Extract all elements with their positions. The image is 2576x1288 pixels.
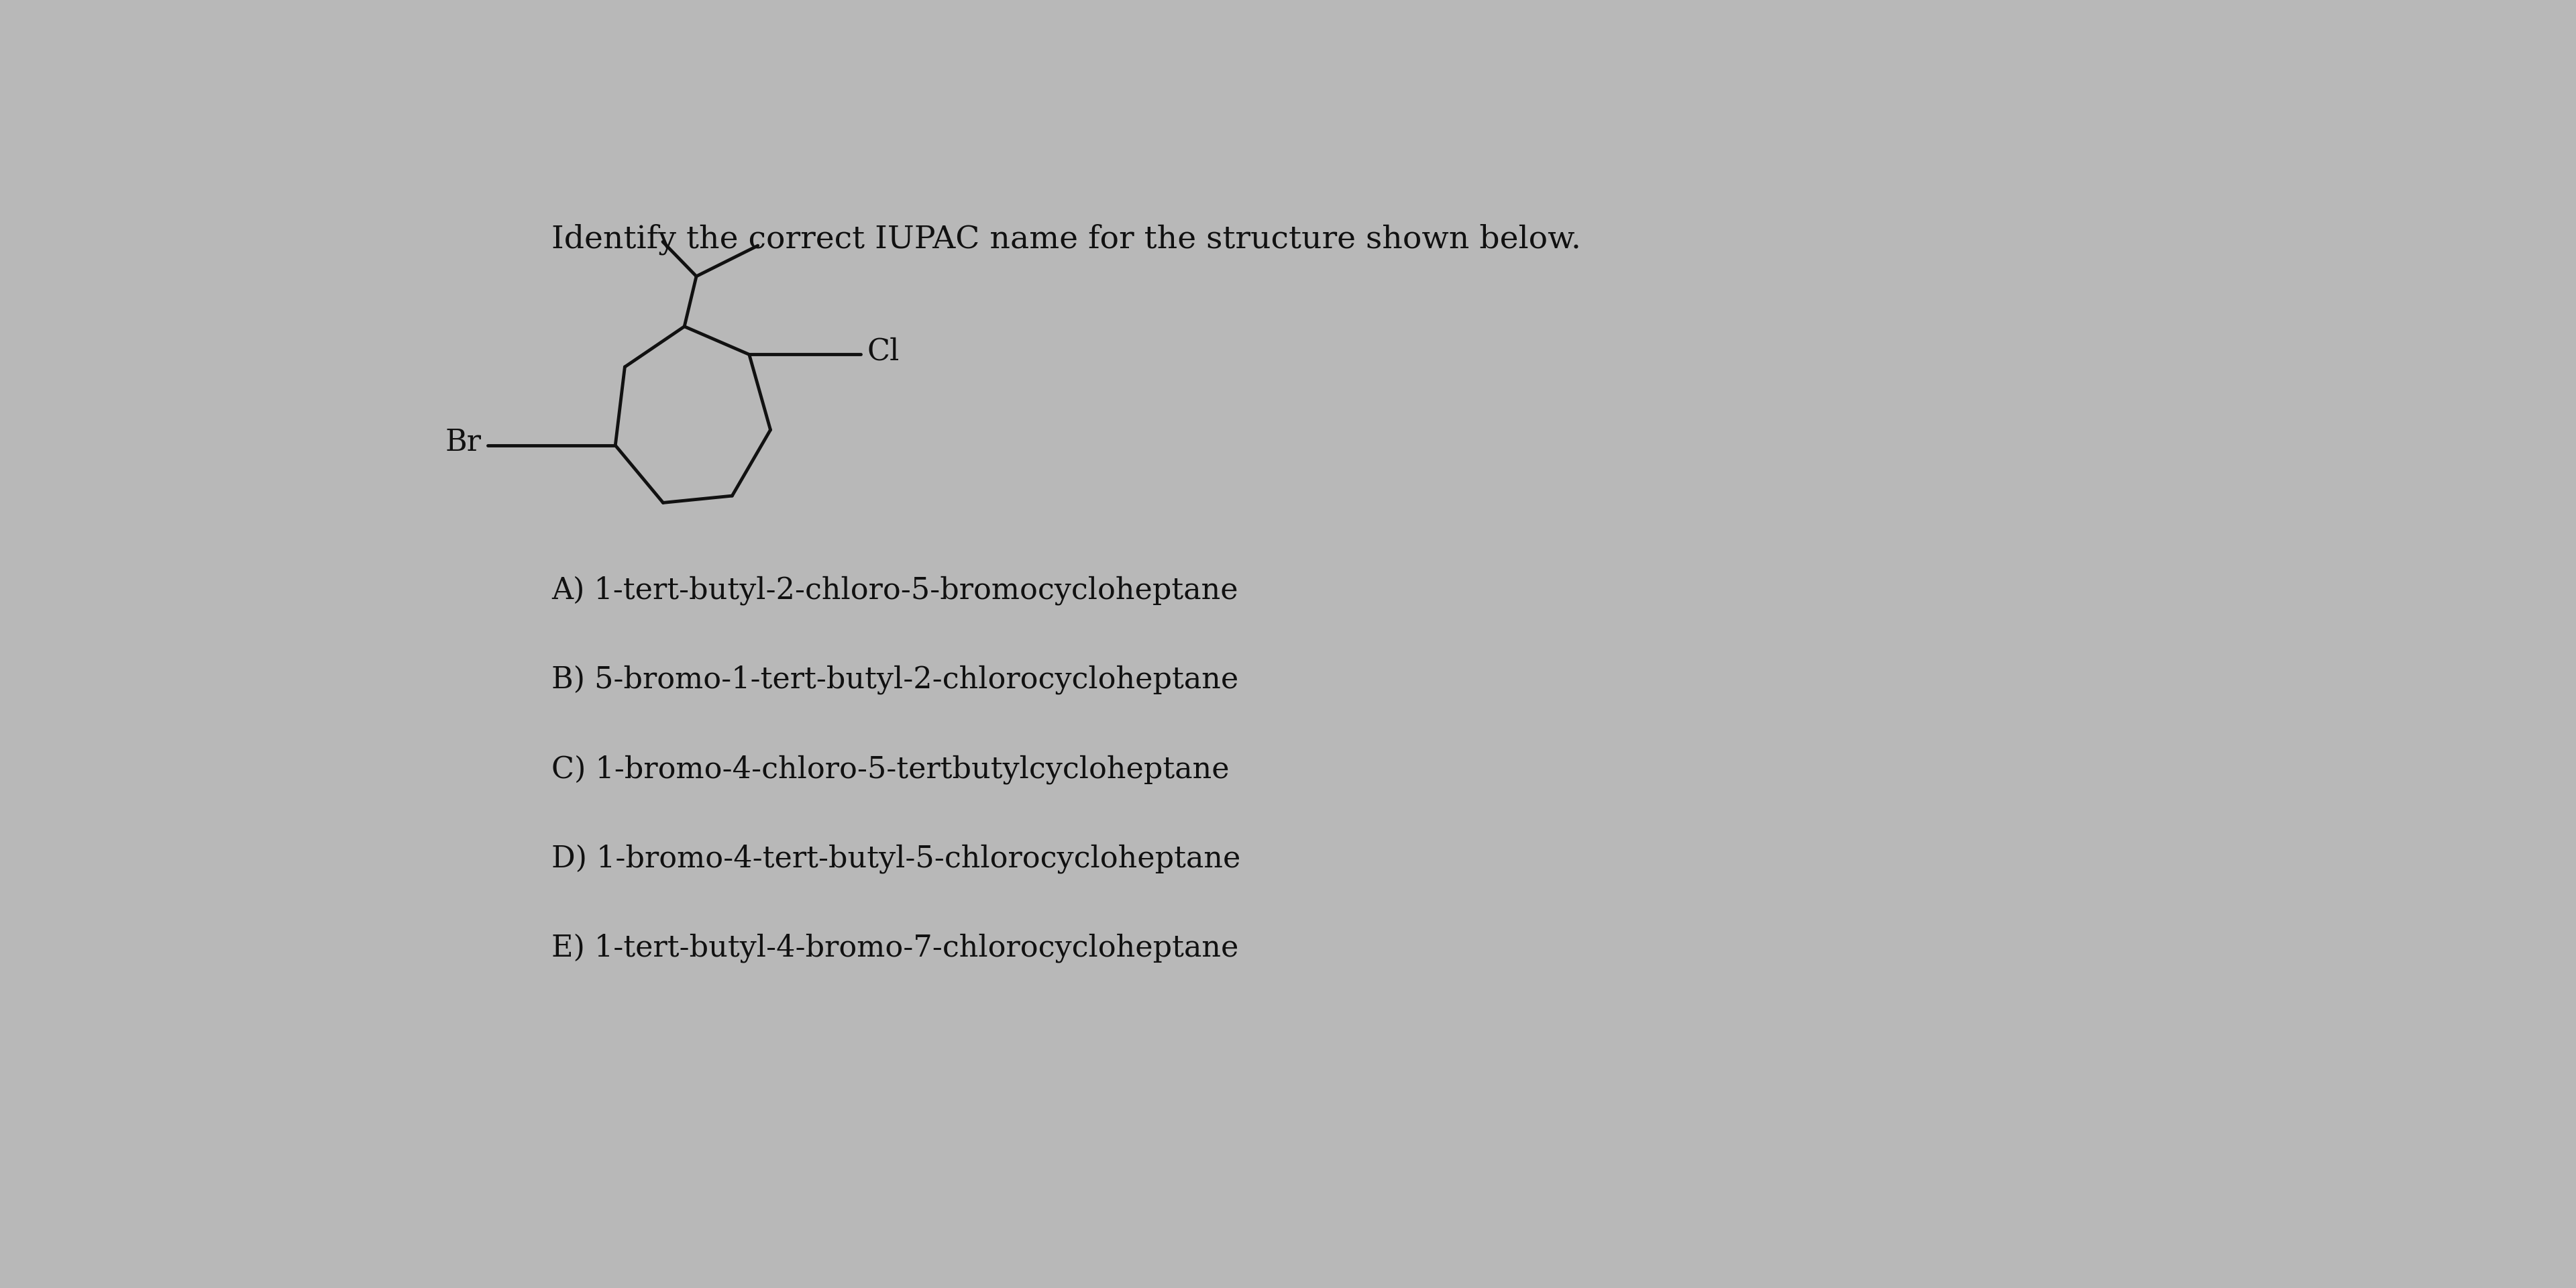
Text: B) 5-bromo-1-tert-butyl-2-chlorocycloheptane: B) 5-bromo-1-tert-butyl-2-chlorocyclohep… (551, 666, 1239, 694)
Text: Cl: Cl (868, 337, 899, 366)
Text: Br: Br (446, 428, 482, 457)
Text: Identify the correct IUPAC name for the structure shown below.: Identify the correct IUPAC name for the … (551, 224, 1582, 255)
Text: E) 1-tert-butyl-4-bromo-7-chlorocycloheptane: E) 1-tert-butyl-4-bromo-7-chlorocyclohep… (551, 933, 1239, 962)
Text: D) 1-bromo-4-tert-butyl-5-chlorocycloheptane: D) 1-bromo-4-tert-butyl-5-chlorocyclohep… (551, 844, 1242, 873)
Text: C) 1-bromo-4-chloro-5-tertbutylcycloheptane: C) 1-bromo-4-chloro-5-tertbutylcyclohept… (551, 755, 1229, 784)
Text: A) 1-tert-butyl-2-chloro-5-bromocycloheptane: A) 1-tert-butyl-2-chloro-5-bromocyclohep… (551, 576, 1239, 605)
